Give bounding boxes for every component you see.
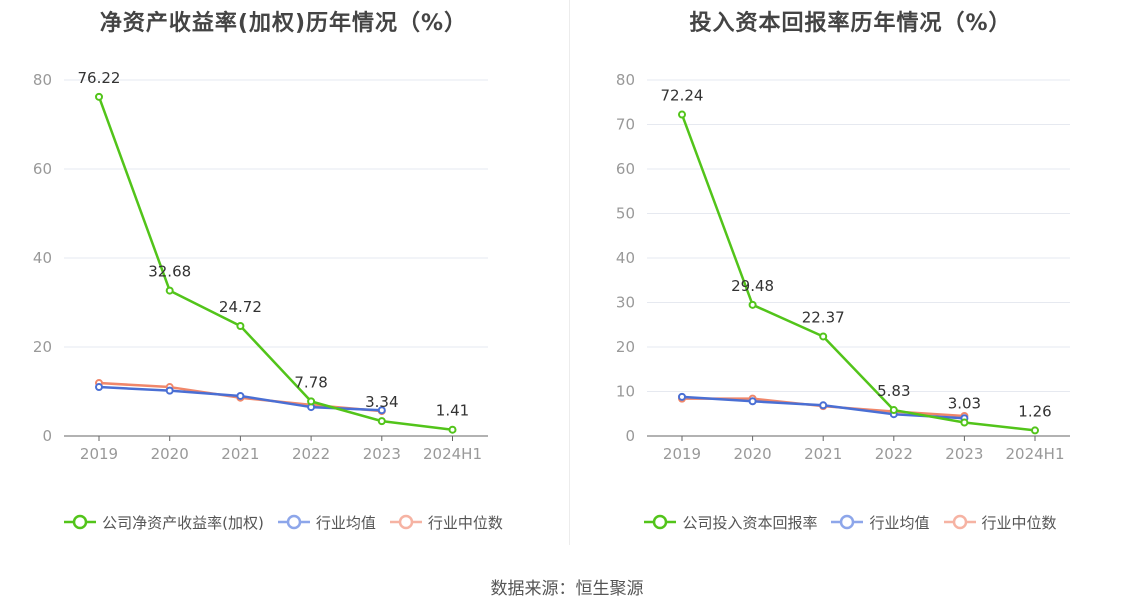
- y-tick-label: 60: [616, 160, 635, 178]
- legend-item[interactable]: 公司净资产收益率(加权): [64, 512, 264, 533]
- panel-divider: [569, 0, 570, 545]
- x-tick-label: 2021: [221, 445, 259, 463]
- data-point[interactable]: [1031, 426, 1039, 435]
- data-point[interactable]: [678, 110, 686, 119]
- x-tick-label: 2019: [80, 445, 118, 463]
- data-label: 72.24: [661, 87, 704, 105]
- legend-item[interactable]: 行业均值: [831, 512, 930, 533]
- data-point[interactable]: [377, 417, 386, 426]
- data-label: 76.22: [78, 69, 121, 87]
- data-source-note: 数据来源：恒生聚源: [490, 579, 644, 599]
- x-tick-label: 2023: [945, 445, 983, 463]
- x-tick-label: 2020: [734, 445, 772, 463]
- data-label: 3.03: [948, 395, 981, 413]
- legend-label: 行业中位数: [427, 513, 503, 532]
- data-label: 32.68: [148, 263, 191, 281]
- data-label: 22.37: [802, 308, 845, 326]
- roe-chart-panel: 净资产收益率(加权)历年情况（%） 0 20 40 60 80 2019 2020 2021 2…: [0, 0, 567, 545]
- x-tick-label: 2019: [663, 445, 701, 463]
- data-label: 7.78: [294, 373, 327, 391]
- roic-plot: 0 10 20 30 40 50 60 70 80 2019 2020 2021 2022 2023 202…: [616, 71, 1070, 463]
- roe-plot: 0 20 40 60 80 2019 2020 2021 2022 2023 2024H1 76.22…: [33, 69, 488, 463]
- legend-item[interactable]: 行业均值: [277, 512, 376, 533]
- data-point[interactable]: [748, 397, 757, 406]
- chart-title: 净资产收益率(加权)历年情况（%）: [99, 11, 468, 36]
- y-tick-label: 40: [616, 249, 635, 267]
- y-tick-label: 20: [33, 338, 52, 356]
- legend-label: 公司投入资本回报率: [682, 513, 818, 532]
- y-tick-label: 0: [625, 427, 635, 445]
- data-point[interactable]: [95, 383, 103, 392]
- data-point[interactable]: [819, 401, 828, 410]
- data-point[interactable]: [236, 321, 245, 330]
- y-tick-label: 0: [42, 427, 52, 445]
- data-point[interactable]: [95, 92, 103, 101]
- legend-label: 行业均值: [869, 513, 930, 532]
- y-tick-label: 60: [33, 160, 52, 178]
- chart-title: 投入资本回报率历年情况（%）: [689, 11, 1012, 36]
- data-point[interactable]: [165, 386, 174, 395]
- x-tick-label: 2023: [363, 445, 401, 463]
- y-tick-label: 50: [616, 205, 635, 223]
- y-tick-label: 70: [616, 116, 635, 134]
- data-point[interactable]: [377, 406, 386, 415]
- y-tick-label: 80: [616, 71, 635, 89]
- legend-line-circle-icon: [389, 514, 422, 530]
- x-tick-label: 2024H1: [423, 445, 482, 463]
- data-point[interactable]: [960, 418, 969, 427]
- data-label: 5.83: [877, 382, 910, 400]
- data-label: 1.26: [1018, 402, 1051, 420]
- x-tick-label: 2024H1: [1006, 445, 1065, 463]
- data-point[interactable]: [819, 332, 828, 341]
- legend-item[interactable]: 行业中位数: [389, 512, 503, 533]
- y-tick-label: 10: [616, 383, 635, 401]
- x-tick-label: 2022: [875, 445, 913, 463]
- y-tick-label: 20: [616, 338, 635, 356]
- x-tick-label: 2022: [292, 445, 330, 463]
- data-point[interactable]: [165, 286, 174, 295]
- data-label: 3.34: [365, 393, 398, 411]
- data-point[interactable]: [236, 391, 245, 400]
- data-point[interactable]: [889, 406, 898, 415]
- legend-line-circle-icon: [64, 514, 97, 530]
- series-line: [680, 114, 1036, 432]
- data-label: 24.72: [219, 298, 262, 316]
- legend-line-circle-icon: [644, 514, 677, 530]
- roic-chart-panel: 投入资本回报率历年情况（%） 0 10 20 30 40 50 60 70 80 2019 2020…: [567, 0, 1134, 545]
- legend-line-circle-icon: [831, 514, 864, 530]
- data-point[interactable]: [307, 397, 316, 406]
- roe-legend: 公司净资产收益率(加权) 行业均值 行业中位数: [0, 510, 567, 534]
- y-tick-label: 40: [33, 249, 52, 267]
- data-point[interactable]: [678, 392, 686, 401]
- series-line: [97, 96, 453, 431]
- legend-label: 公司净资产收益率(加权): [102, 513, 264, 532]
- legend-item[interactable]: 行业中位数: [943, 512, 1057, 533]
- data-point[interactable]: [448, 425, 457, 434]
- legend-label: 行业均值: [315, 513, 376, 532]
- y-tick-label: 80: [33, 71, 52, 89]
- legend-line-circle-icon: [277, 514, 310, 530]
- legend-item[interactable]: 公司投入资本回报率: [644, 512, 817, 533]
- x-tick-label: 2021: [804, 445, 842, 463]
- data-label: 1.41: [436, 402, 469, 420]
- legend-label: 行业中位数: [981, 513, 1057, 532]
- y-tick-label: 30: [616, 294, 635, 312]
- data-label: 29.48: [731, 277, 774, 295]
- x-tick-label: 2020: [151, 445, 189, 463]
- roic-legend: 公司投入资本回报率 行业均值 行业中位数: [567, 510, 1134, 534]
- data-point[interactable]: [748, 300, 757, 309]
- legend-line-circle-icon: [943, 514, 976, 530]
